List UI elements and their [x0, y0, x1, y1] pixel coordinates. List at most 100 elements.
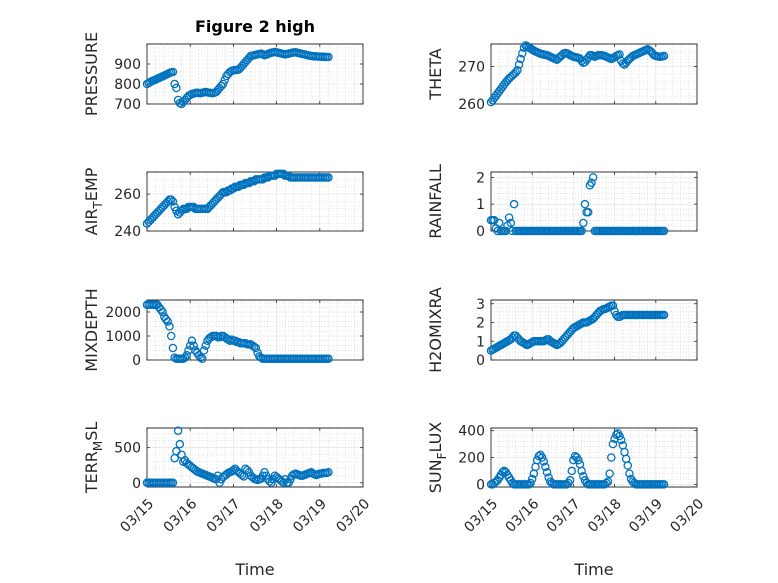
- data-point: [182, 350, 191, 360]
- data-point: [494, 218, 504, 228]
- data-point: [607, 453, 616, 462]
- x-tick-label: 03/16: [161, 496, 201, 536]
- data-point: [163, 317, 172, 326]
- data-point: [156, 305, 166, 314]
- data-point: [514, 60, 524, 69]
- data-point: [541, 462, 550, 472]
- data-point: [516, 54, 525, 64]
- data-point: [659, 226, 669, 236]
- y-tick-label: 260: [458, 97, 485, 113]
- axes-frame: [146, 299, 364, 361]
- series-points: [142, 300, 333, 364]
- y-tick-label: 700: [114, 97, 141, 113]
- y-tick-label: 1: [476, 334, 485, 350]
- x-tick-label: 03/19: [626, 496, 666, 536]
- panel-terr_msl: 0 500 03/15 03/16 03/17 03/18 03/19 03/20 TERRMS…: [82, 422, 373, 579]
- y-tick-label: 240: [114, 224, 141, 240]
- data-point: [616, 435, 626, 445]
- data-point: [324, 354, 333, 364]
- panel-air_temp: 240 260 AIRTEMP: [82, 167, 364, 240]
- y-axis-label: H2OMIXRA: [426, 287, 445, 373]
- panel-sun_flux: 0 200 400 03/15 03/16 03/17 03/18 03/19 03/20 SUN…: [426, 422, 707, 579]
- y-tick-label: 260: [114, 187, 141, 203]
- y-tick-label: 2: [476, 316, 485, 332]
- x-axis-label: Time: [573, 560, 613, 579]
- data-point: [187, 336, 197, 346]
- data-point: [168, 197, 178, 206]
- data-point: [608, 439, 618, 449]
- data-point: [602, 478, 611, 488]
- data-point: [577, 226, 586, 236]
- data-point: [504, 213, 514, 222]
- data-point: [172, 83, 181, 93]
- data-point: [201, 341, 211, 350]
- data-point: [659, 310, 669, 320]
- data-point: [615, 431, 624, 441]
- data-point: [527, 474, 537, 484]
- panel-rainfall: 0 1 2 RAINFALL: [426, 164, 698, 240]
- y-tick-label: 200: [458, 451, 485, 467]
- data-point: [506, 218, 516, 228]
- y-axis-label: AIRTEMP: [82, 167, 105, 235]
- x-tick-label: 03/18: [585, 496, 625, 536]
- x-tick-label: 03/20: [667, 496, 707, 536]
- axes-frame: [146, 171, 364, 232]
- y-axis-label: MIXDEPTH: [82, 288, 101, 371]
- data-point: [587, 178, 596, 187]
- data-point: [659, 51, 669, 61]
- y-axis-label: PRESSURE: [82, 32, 101, 116]
- data-point: [579, 218, 588, 228]
- data-point: [199, 346, 209, 355]
- data-point: [659, 480, 669, 489]
- data-point: [567, 466, 577, 476]
- y-tick-label: 3: [476, 297, 485, 313]
- x-tick-label: 03/20: [333, 496, 373, 536]
- data-point: [324, 173, 333, 182]
- x-tick-label: 03/19: [290, 496, 330, 536]
- y-tick-label: 1: [476, 197, 485, 213]
- y-tick-label: 270: [458, 60, 485, 76]
- y-axis-label: TERRMSL: [82, 422, 105, 495]
- x-tick-label: 03/16: [503, 496, 543, 536]
- y-tick-label: 1000: [105, 329, 141, 345]
- y-tick-label: 0: [132, 476, 141, 492]
- data-point: [605, 469, 614, 478]
- x-tick-label: 03/17: [544, 496, 584, 536]
- data-point: [324, 467, 333, 477]
- panel-theta: 260 270 THETA: [426, 41, 698, 113]
- panel-h2omixra: 0 1 2 3 H2OMIXRA: [426, 287, 698, 373]
- y-axis-label: SUNFLUX: [426, 422, 449, 494]
- data-point: [218, 79, 228, 89]
- data-point: [168, 343, 178, 353]
- data-point: [574, 455, 583, 465]
- data-point: [518, 49, 527, 58]
- y-tick-label: 0: [476, 477, 485, 493]
- data-point: [537, 453, 547, 462]
- y-tick-label: 0: [476, 353, 485, 369]
- y-tick-label: 800: [114, 77, 141, 93]
- data-point: [229, 465, 238, 475]
- panel-pressure: 700 800 900 PRESSURE Figure 2 high: [82, 17, 364, 116]
- axes-frame: [146, 43, 364, 105]
- data-point: [498, 467, 507, 477]
- data-point: [603, 477, 613, 486]
- x-tick-label: 03/15: [117, 496, 157, 536]
- data-point: [168, 478, 178, 488]
- data-point: [158, 307, 167, 317]
- data-point: [168, 67, 178, 77]
- series-points: [486, 41, 669, 107]
- data-point: [166, 331, 176, 341]
- x-axis-label: Time: [234, 560, 274, 579]
- series-points: [486, 429, 669, 489]
- y-tick-label: 900: [114, 57, 141, 73]
- data-point: [579, 472, 588, 481]
- plot-area: [490, 171, 698, 232]
- x-tick-label: 03/17: [204, 496, 244, 536]
- y-tick-label: 500: [114, 441, 141, 457]
- data-point: [165, 322, 174, 331]
- series-points: [142, 169, 333, 228]
- x-tick-label: 03/15: [461, 496, 501, 536]
- data-point: [542, 467, 552, 477]
- data-point: [324, 52, 333, 62]
